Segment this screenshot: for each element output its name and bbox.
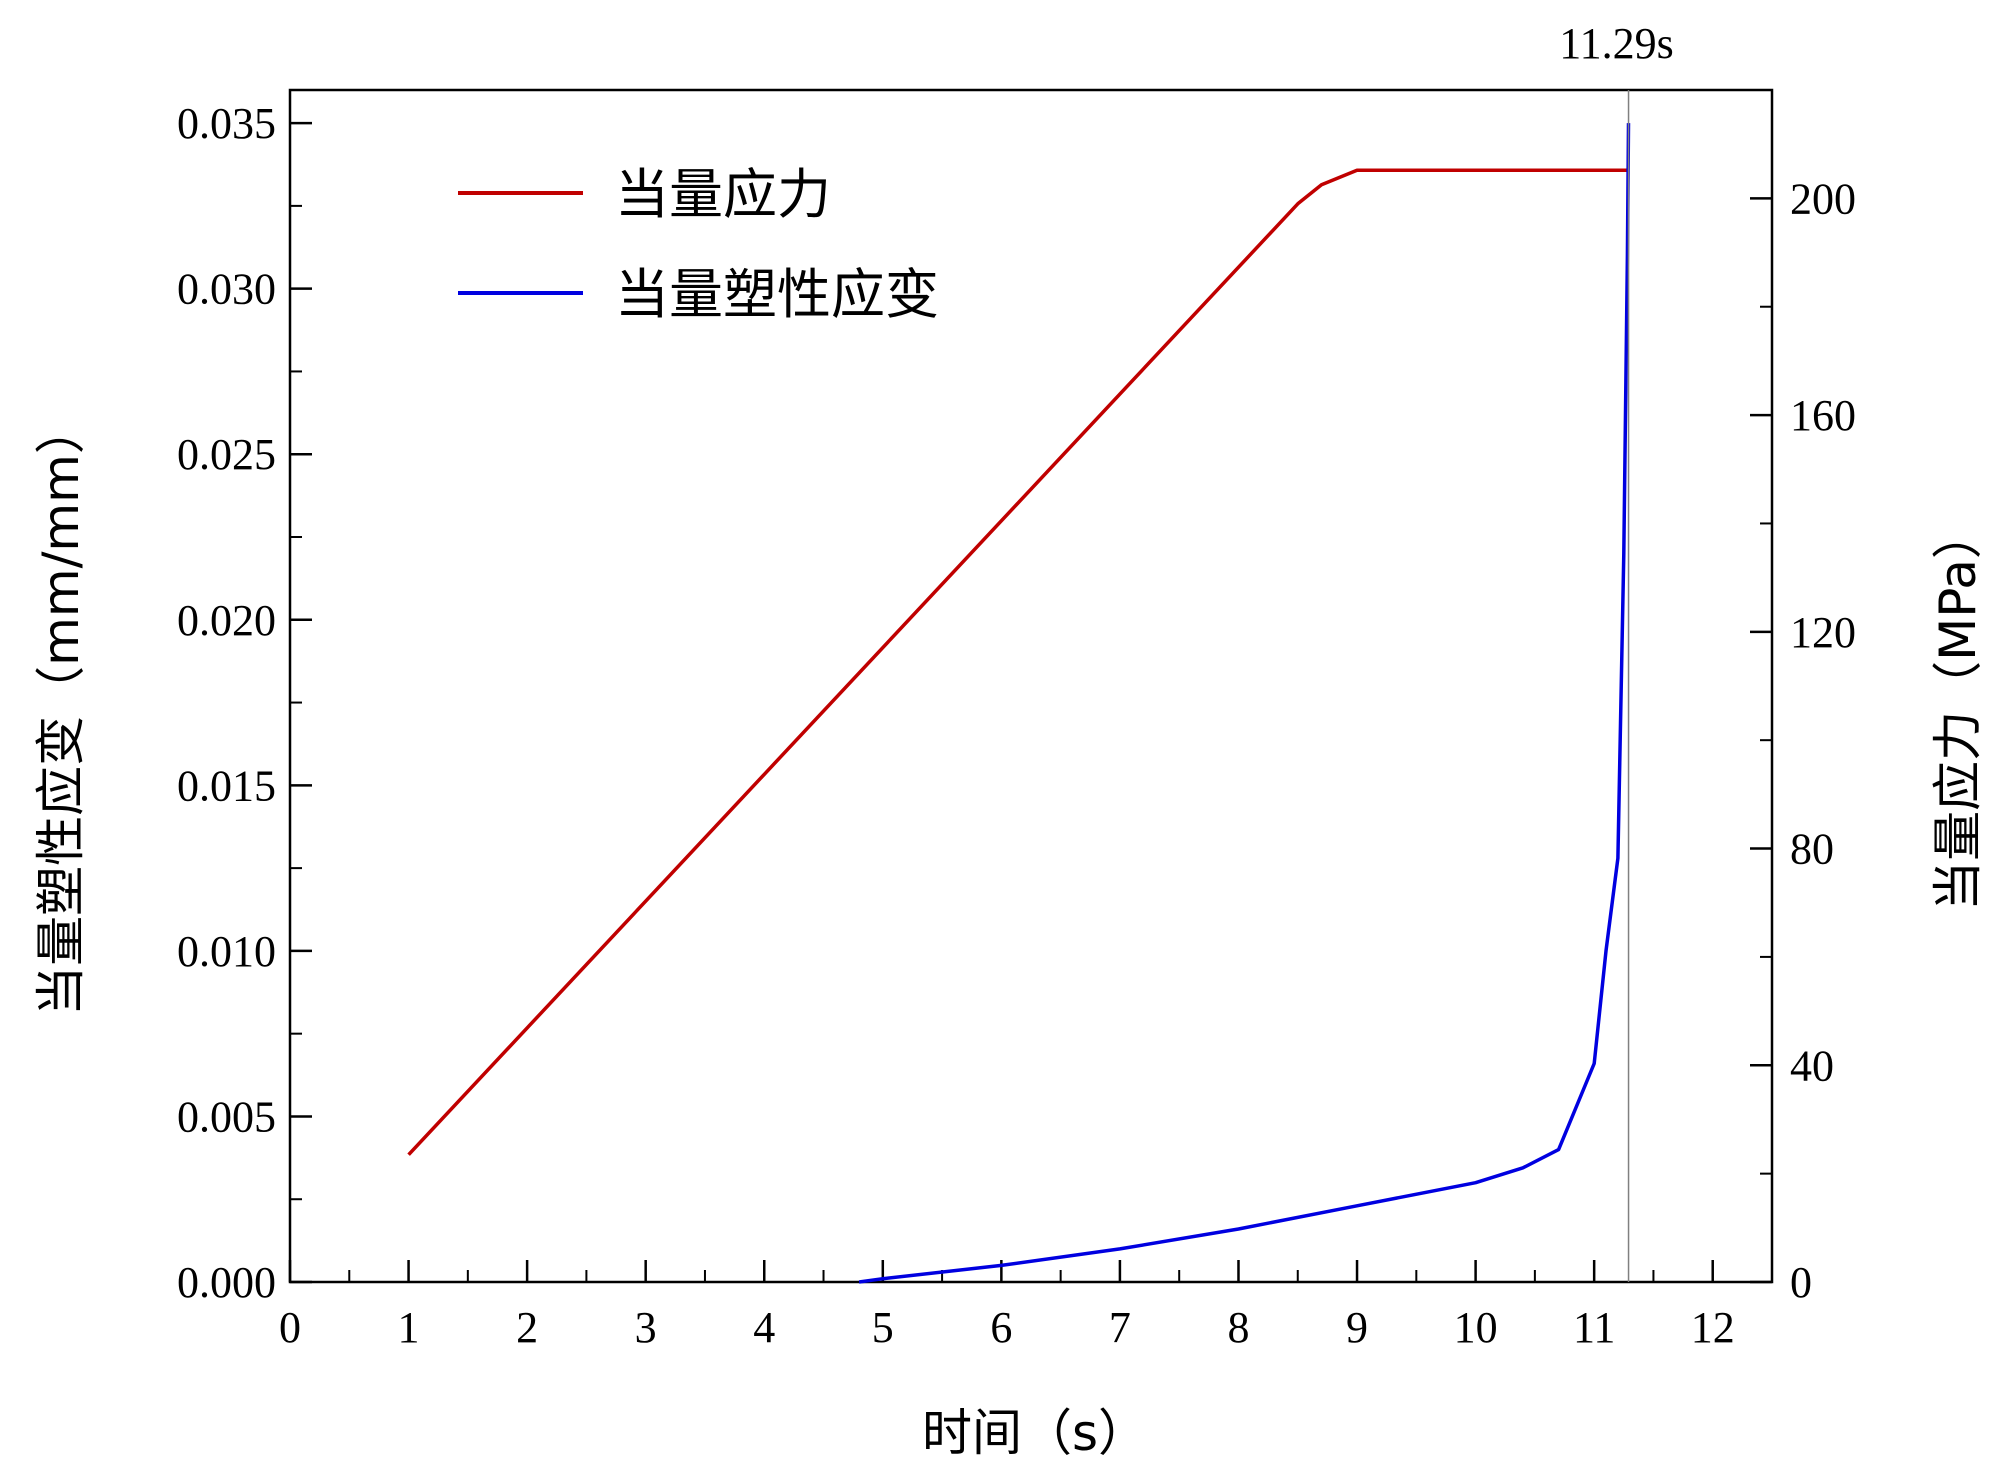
y-right-tick-label: 40 bbox=[1790, 1041, 1834, 1090]
x-tick-label: 0 bbox=[279, 1303, 301, 1352]
annotation-layer: 11.29s bbox=[1559, 19, 1674, 1282]
plot-border bbox=[288, 88, 1774, 1284]
y-right-tick-label: 200 bbox=[1790, 174, 1856, 223]
x-tick-label: 10 bbox=[1454, 1303, 1498, 1352]
y-right-tick-label: 0 bbox=[1790, 1258, 1812, 1307]
y-right-tick-label: 80 bbox=[1790, 825, 1834, 874]
y-left-tick-label: 0.035 bbox=[177, 99, 276, 148]
x-tick-label: 7 bbox=[1109, 1303, 1131, 1352]
legend: 当量应力 当量塑性应变 bbox=[458, 163, 939, 326]
x-tick-label: 4 bbox=[753, 1303, 775, 1352]
x-tick-label: 2 bbox=[516, 1303, 538, 1352]
series-layer bbox=[407, 123, 1631, 1284]
x-axis-title: 时间（s） bbox=[922, 1404, 1148, 1462]
series-line-strain bbox=[858, 123, 1631, 1284]
y-axis-left: 0.000 0.005 0.010 0.015 0.020 0.025 0.030 0.035 bbox=[177, 99, 312, 1307]
y-right-tick-label: 120 bbox=[1790, 608, 1856, 657]
y-left-tick-label: 0.020 bbox=[177, 596, 276, 645]
y-left-tick-label: 0.010 bbox=[177, 927, 276, 976]
x-tick-label: 12 bbox=[1691, 1303, 1735, 1352]
legend-label-stress: 当量应力 bbox=[615, 163, 831, 226]
y-axis-right: 0 40 80 120 160 200 bbox=[1750, 89, 1856, 1307]
plot-frame bbox=[288, 88, 1774, 1284]
x-tick-label: 11 bbox=[1573, 1303, 1615, 1352]
y-left-tick-label: 0.000 bbox=[177, 1258, 276, 1307]
x-tick-label: 6 bbox=[990, 1303, 1012, 1352]
x-tick-label: 3 bbox=[635, 1303, 657, 1352]
x-axis: 0 1 2 3 4 5 6 7 8 9 10 11 12 bbox=[279, 1260, 1773, 1352]
y-left-tick-label: 0.025 bbox=[177, 430, 276, 479]
y-left-tick-label: 0.005 bbox=[177, 1092, 276, 1141]
annotation-label: 11.29s bbox=[1559, 19, 1674, 68]
x-tick-label: 1 bbox=[398, 1303, 420, 1352]
y-axis-left-title: 当量塑性应变（mm/mm） bbox=[32, 404, 90, 1016]
x-tick-label: 9 bbox=[1346, 1303, 1368, 1352]
y-left-tick-label: 0.015 bbox=[177, 761, 276, 810]
y-right-tick-label: 160 bbox=[1790, 391, 1856, 440]
y-left-tick-label: 0.030 bbox=[177, 265, 276, 314]
x-tick-label: 8 bbox=[1227, 1303, 1249, 1352]
x-tick-label: 5 bbox=[872, 1303, 894, 1352]
y-axis-right-title: 当量应力（MPa） bbox=[1929, 509, 1987, 911]
series-line-stress bbox=[407, 168, 1629, 1156]
legend-label-strain: 当量塑性应变 bbox=[615, 263, 939, 326]
